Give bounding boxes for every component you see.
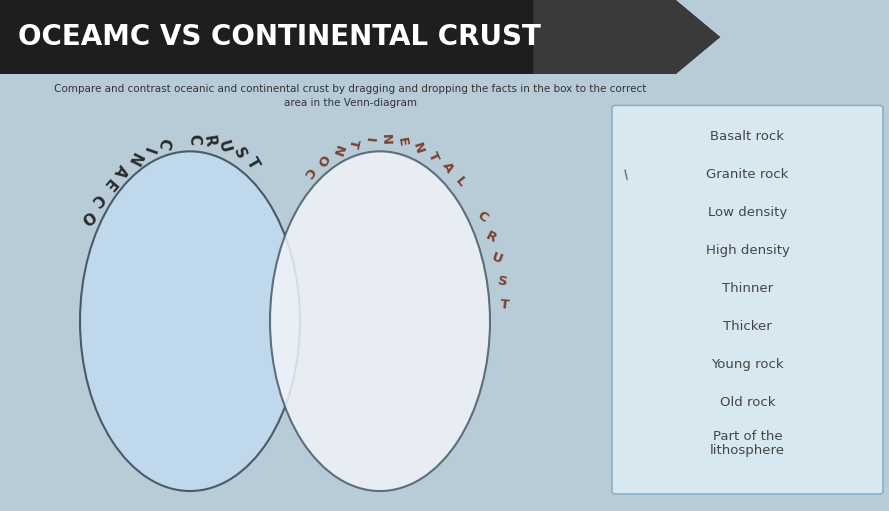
Text: U: U (215, 138, 233, 154)
Text: Low density: Low density (708, 206, 787, 219)
Text: U: U (490, 251, 505, 267)
Text: S: S (496, 274, 509, 289)
Text: Young rock: Young rock (711, 358, 784, 371)
Text: C: C (186, 134, 201, 145)
Text: E: E (100, 175, 117, 193)
Text: Granite rock: Granite rock (707, 168, 789, 181)
Text: C: C (88, 190, 107, 208)
Text: /: / (621, 168, 632, 181)
Text: Basalt rock: Basalt rock (710, 130, 784, 143)
Polygon shape (533, 0, 720, 74)
Text: Old rock: Old rock (720, 397, 775, 409)
Text: A: A (439, 160, 455, 176)
Text: Part of the: Part of the (713, 430, 782, 444)
Text: lithosphere: lithosphere (710, 445, 785, 457)
Text: O: O (78, 207, 97, 227)
Text: Thinner: Thinner (722, 282, 773, 295)
Text: R: R (484, 229, 499, 245)
Text: E: E (395, 136, 409, 148)
Text: T: T (425, 150, 441, 164)
Text: N: N (379, 134, 392, 145)
Text: C: C (155, 136, 172, 151)
Text: High density: High density (706, 244, 789, 257)
Text: area in the Venn-diagram: area in the Venn-diagram (284, 99, 417, 108)
Text: T: T (244, 155, 261, 172)
Text: T: T (346, 138, 360, 150)
Text: T: T (500, 298, 509, 312)
Text: A: A (111, 161, 130, 179)
Text: N: N (410, 141, 426, 155)
Text: C: C (300, 165, 316, 180)
Ellipse shape (80, 151, 300, 491)
Text: N: N (124, 150, 143, 168)
Text: Thicker: Thicker (723, 320, 772, 333)
FancyBboxPatch shape (612, 105, 883, 494)
Text: R: R (201, 134, 217, 148)
Text: I: I (363, 137, 376, 143)
Text: N: N (329, 143, 345, 158)
Text: O: O (314, 152, 331, 168)
Text: OCEAMC VS CONTINENTAL CRUST: OCEAMC VS CONTINENTAL CRUST (18, 23, 541, 51)
Ellipse shape (270, 151, 490, 491)
Text: C: C (475, 209, 490, 225)
Text: S: S (229, 146, 248, 161)
Polygon shape (0, 0, 720, 74)
Text: I: I (140, 145, 156, 155)
Text: Compare and contrast oceanic and continental crust by dragging and dropping the : Compare and contrast oceanic and contine… (54, 84, 646, 95)
Text: L: L (453, 174, 469, 190)
